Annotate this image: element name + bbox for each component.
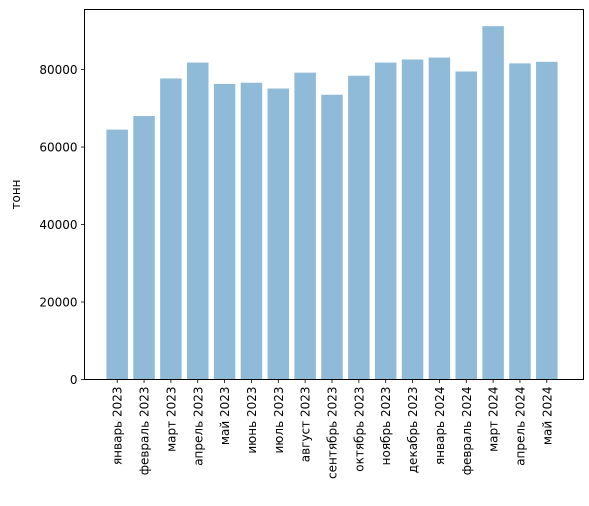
x-tick-label: октябрь 2023 <box>352 387 366 472</box>
x-tick-label: апрель 2023 <box>191 387 205 466</box>
bar <box>106 129 128 380</box>
x-tick-label: март 2023 <box>164 387 178 452</box>
bar <box>455 71 477 380</box>
bar <box>536 61 558 380</box>
y-tick-label: 20000 <box>39 296 77 310</box>
x-tick-label: июнь 2023 <box>245 387 259 454</box>
x-tick-label: январь 2023 <box>111 387 125 466</box>
bar <box>348 75 370 380</box>
bar <box>374 62 397 380</box>
x-tick-label: март 2024 <box>487 387 501 452</box>
x-tick-label: ноябрь 2023 <box>379 387 393 466</box>
x-tick-label: сентябрь 2023 <box>326 387 340 479</box>
bar <box>401 59 424 380</box>
bar <box>133 116 155 380</box>
x-tick-label: декабрь 2023 <box>406 387 420 474</box>
x-tick-label: январь 2024 <box>433 387 447 466</box>
y-tick-label: 0 <box>70 373 78 387</box>
bar <box>321 94 343 380</box>
bar <box>267 88 290 380</box>
plot-frame <box>84 9 584 380</box>
x-tick-label: август 2023 <box>299 387 313 463</box>
x-axis-ticks: январь 2023 февраль 2023 март 2023 апрель 2… <box>111 379 554 479</box>
x-tick-label: июль 2023 <box>272 387 286 454</box>
y-axis-label: тонн <box>9 179 23 209</box>
bars-group <box>106 26 558 380</box>
bar <box>428 57 451 380</box>
y-tick-label: 60000 <box>39 141 77 155</box>
bar <box>187 62 209 380</box>
x-tick-label: май 2023 <box>218 387 232 446</box>
y-axis-ticks: 0 20000 40000 60000 80000 <box>39 63 85 387</box>
bar <box>213 83 236 380</box>
bar <box>240 82 263 380</box>
y-tick-label: 40000 <box>39 218 77 232</box>
bar <box>160 78 182 380</box>
bar <box>509 63 531 380</box>
y-tick-label: 80000 <box>39 63 77 77</box>
x-tick-label: апрель 2024 <box>513 387 527 466</box>
x-tick-label: май 2024 <box>540 387 554 446</box>
bar <box>482 26 504 380</box>
x-tick-label: февраль 2023 <box>138 387 152 476</box>
bar <box>294 72 316 380</box>
x-tick-label: февраль 2024 <box>460 387 474 476</box>
